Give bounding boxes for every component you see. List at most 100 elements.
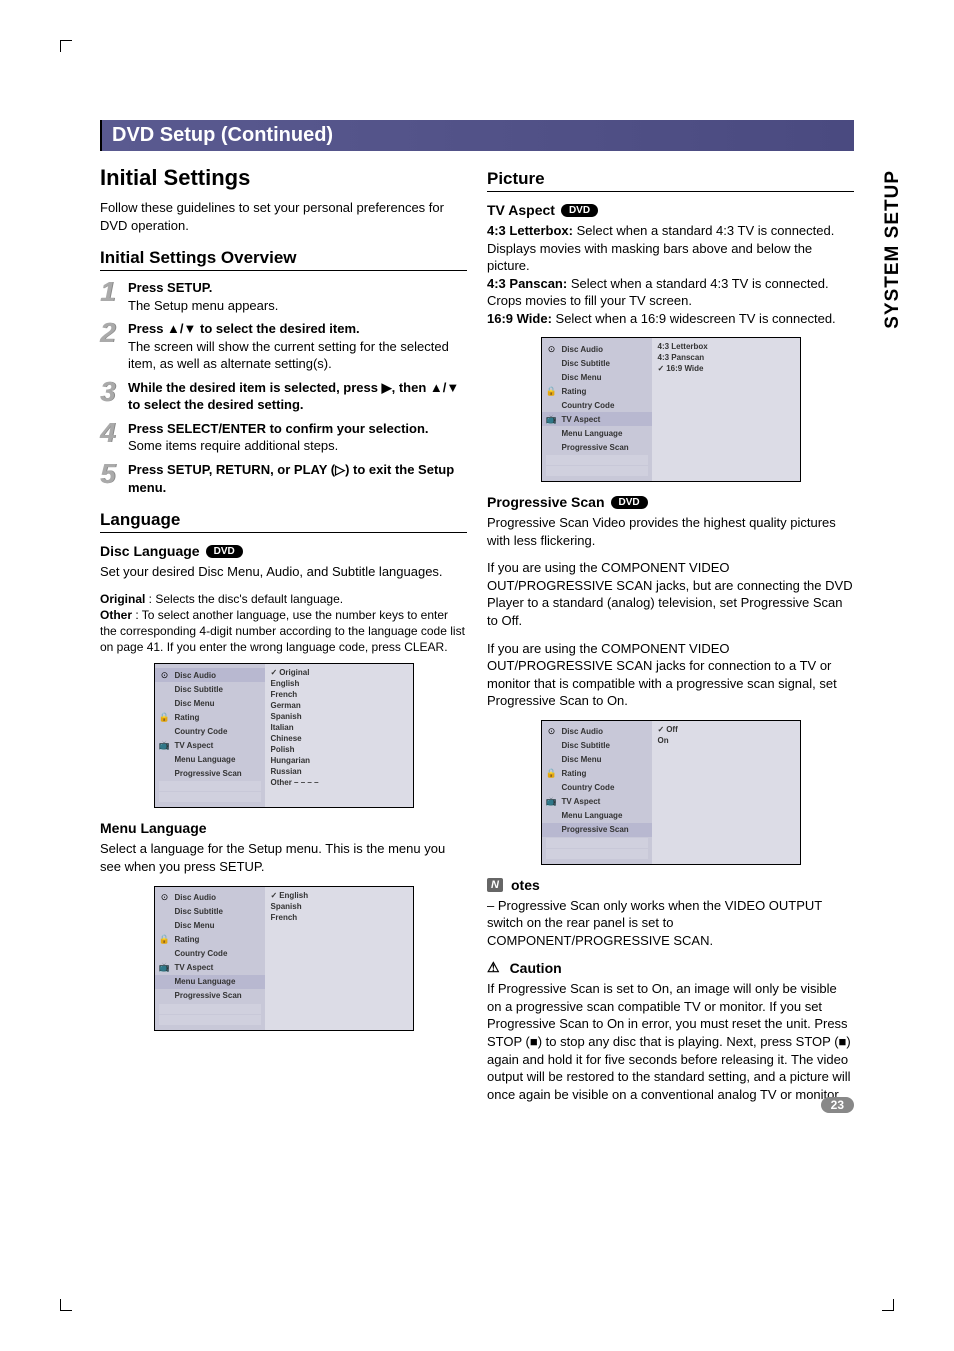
notes-body: – Progressive Scan only works when the V… xyxy=(487,897,854,950)
step-row: 2 Press ▲/▼ to select the desired item.T… xyxy=(100,320,467,373)
dvd-pill-icon: DVD xyxy=(206,545,243,558)
osd-group-icon xyxy=(159,767,171,779)
prog-body-3: If you are using the COMPONENT VIDEO OUT… xyxy=(487,640,854,710)
osd-menu-item: Disc Subtitle xyxy=(155,905,265,919)
osd-blank-row xyxy=(546,838,648,848)
osd-group-icon: ⊙ xyxy=(159,669,171,681)
osd-item-label: Rating xyxy=(562,769,587,778)
step-row: 1 Press SETUP.The Setup menu appears. xyxy=(100,279,467,314)
osd-item-label: Country Code xyxy=(175,949,228,958)
osd-menu-item: Progressive Scan xyxy=(155,766,265,780)
osd-item-label: Progressive Scan xyxy=(175,769,242,778)
osd-item-label: TV Aspect xyxy=(175,963,214,972)
osd-menu-item: 🔒 Rating xyxy=(542,384,652,398)
osd-group-icon xyxy=(546,441,558,453)
osd-group-icon xyxy=(546,427,558,439)
osd-blank-row xyxy=(546,849,648,859)
osd-group-icon xyxy=(159,990,171,1002)
osd-menu-item: Disc Menu xyxy=(155,919,265,933)
progressive-scan-heading: Progressive Scan DVD xyxy=(487,494,854,510)
prog-body-1: Progressive Scan Video provides the high… xyxy=(487,514,854,549)
osd-item-label: Disc Audio xyxy=(562,345,603,354)
osd-group-icon xyxy=(546,740,558,752)
disc-language-label: Disc Language xyxy=(100,543,200,559)
osd-group-icon xyxy=(546,810,558,822)
osd-item-label: Disc Subtitle xyxy=(175,907,223,916)
osd-group-icon: 📺 xyxy=(546,413,558,425)
osd-item-label: Rating xyxy=(562,387,587,396)
osd-item-label: Country Code xyxy=(562,401,615,410)
dvd-pill-icon: DVD xyxy=(561,204,598,217)
osd-option: Italian xyxy=(271,723,407,732)
osd-menu-item: Menu Language xyxy=(542,426,652,440)
osd-item-label: Disc Menu xyxy=(175,699,215,708)
overview-heading: Initial Settings Overview xyxy=(100,248,467,271)
osd-option: French xyxy=(271,913,407,922)
osd-group-icon xyxy=(159,920,171,932)
disc-language-heading: Disc Language DVD xyxy=(100,543,467,559)
osd-item-label: TV Aspect xyxy=(175,741,214,750)
osd-item-label: Menu Language xyxy=(562,811,623,820)
prog-scan-label: Progressive Scan xyxy=(487,494,605,510)
crop-mark xyxy=(60,1299,72,1311)
osd-blank-row xyxy=(159,792,261,802)
osd-menu-item: Country Code xyxy=(542,781,652,795)
osd-option: French xyxy=(271,690,407,699)
osd-item-label: Disc Menu xyxy=(175,921,215,930)
osd-group-icon xyxy=(546,824,558,836)
osd-item-label: Disc Subtitle xyxy=(562,741,610,750)
osd-group-icon: 🔒 xyxy=(546,385,558,397)
crop-mark xyxy=(882,1299,894,1311)
osd-item-label: TV Aspect xyxy=(562,797,601,806)
step-row: 5 Press SETUP, RETURN, or PLAY (▷) to ex… xyxy=(100,461,467,496)
osd-screenshot: ⊙Disc AudioDisc SubtitleDisc Menu🔒Rating… xyxy=(154,663,414,808)
osd-item-label: Country Code xyxy=(175,727,228,736)
osd-menu-item: Progressive Scan xyxy=(542,823,652,837)
osd-blank-row xyxy=(159,781,261,791)
side-tab-label: SYSTEM SETUP xyxy=(882,170,904,329)
osd-menu-item: ⊙Disc Audio xyxy=(155,891,265,905)
osd-item-label: Menu Language xyxy=(562,429,623,438)
osd-menu-item: 📺 TV Aspect xyxy=(542,795,652,809)
step-text: While the desired item is selected, pres… xyxy=(128,379,467,414)
osd-menu-item: ⊙Disc Audio xyxy=(542,725,652,739)
osd-item-label: Menu Language xyxy=(175,977,236,986)
title-bar: DVD Setup (Continued) xyxy=(100,120,854,151)
osd-group-icon xyxy=(159,906,171,918)
osd-blank-row xyxy=(546,466,648,476)
osd-menu-item: Progressive Scan xyxy=(542,440,652,454)
osd-item-label: Rating xyxy=(175,935,200,944)
step-number: 4 xyxy=(100,420,122,455)
osd-option: Polish xyxy=(271,745,407,754)
osd-group-icon xyxy=(159,725,171,737)
osd-menu-item: 🔒Rating xyxy=(542,767,652,781)
osd-option: ✓English xyxy=(271,891,407,900)
osd-option: Chinese xyxy=(271,734,407,743)
osd-group-icon: 📺 xyxy=(159,962,171,974)
osd-group-icon: 📺 xyxy=(546,796,558,808)
osd-menu-item: ⊙ Disc Audio xyxy=(542,342,652,356)
osd-item-label: Progressive Scan xyxy=(562,443,629,452)
osd-option: English xyxy=(271,679,407,688)
osd-menu-item: Menu Language xyxy=(542,809,652,823)
step-number: 5 xyxy=(100,461,122,496)
osd-menu-item: Menu Language xyxy=(155,975,265,989)
osd-option: Spanish xyxy=(271,902,407,911)
tv-aspect-body: 4:3 Letterbox: Select when a standard 4:… xyxy=(487,222,854,327)
osd-option: 4:3 Panscan xyxy=(658,353,794,362)
osd-screenshot: ⊙Disc AudioDisc SubtitleDisc Menu🔒Rating… xyxy=(541,337,801,482)
osd-group-icon xyxy=(159,976,171,988)
osd-option: Other – – – – xyxy=(271,778,407,787)
tv-aspect-label: TV Aspect xyxy=(487,202,555,218)
osd-option: ✓Off xyxy=(658,725,794,734)
osd-menu-item: 🔒Rating xyxy=(155,933,265,947)
caution-heading: Caution xyxy=(487,959,854,976)
osd-group-icon: ⊙ xyxy=(546,343,558,355)
page-number: 23 xyxy=(821,1097,854,1113)
osd-menu-item: 🔒Rating xyxy=(155,710,265,724)
note-icon: N xyxy=(487,878,503,892)
osd-screenshot: ⊙Disc Audio Disc Subtitle Disc Menu 🔒Rating… xyxy=(154,886,414,1031)
osd-menu-item: Country Code xyxy=(155,947,265,961)
step-text: Press SETUP, RETURN, or PLAY (▷) to exit… xyxy=(128,461,467,496)
osd-item-label: Progressive Scan xyxy=(562,825,629,834)
